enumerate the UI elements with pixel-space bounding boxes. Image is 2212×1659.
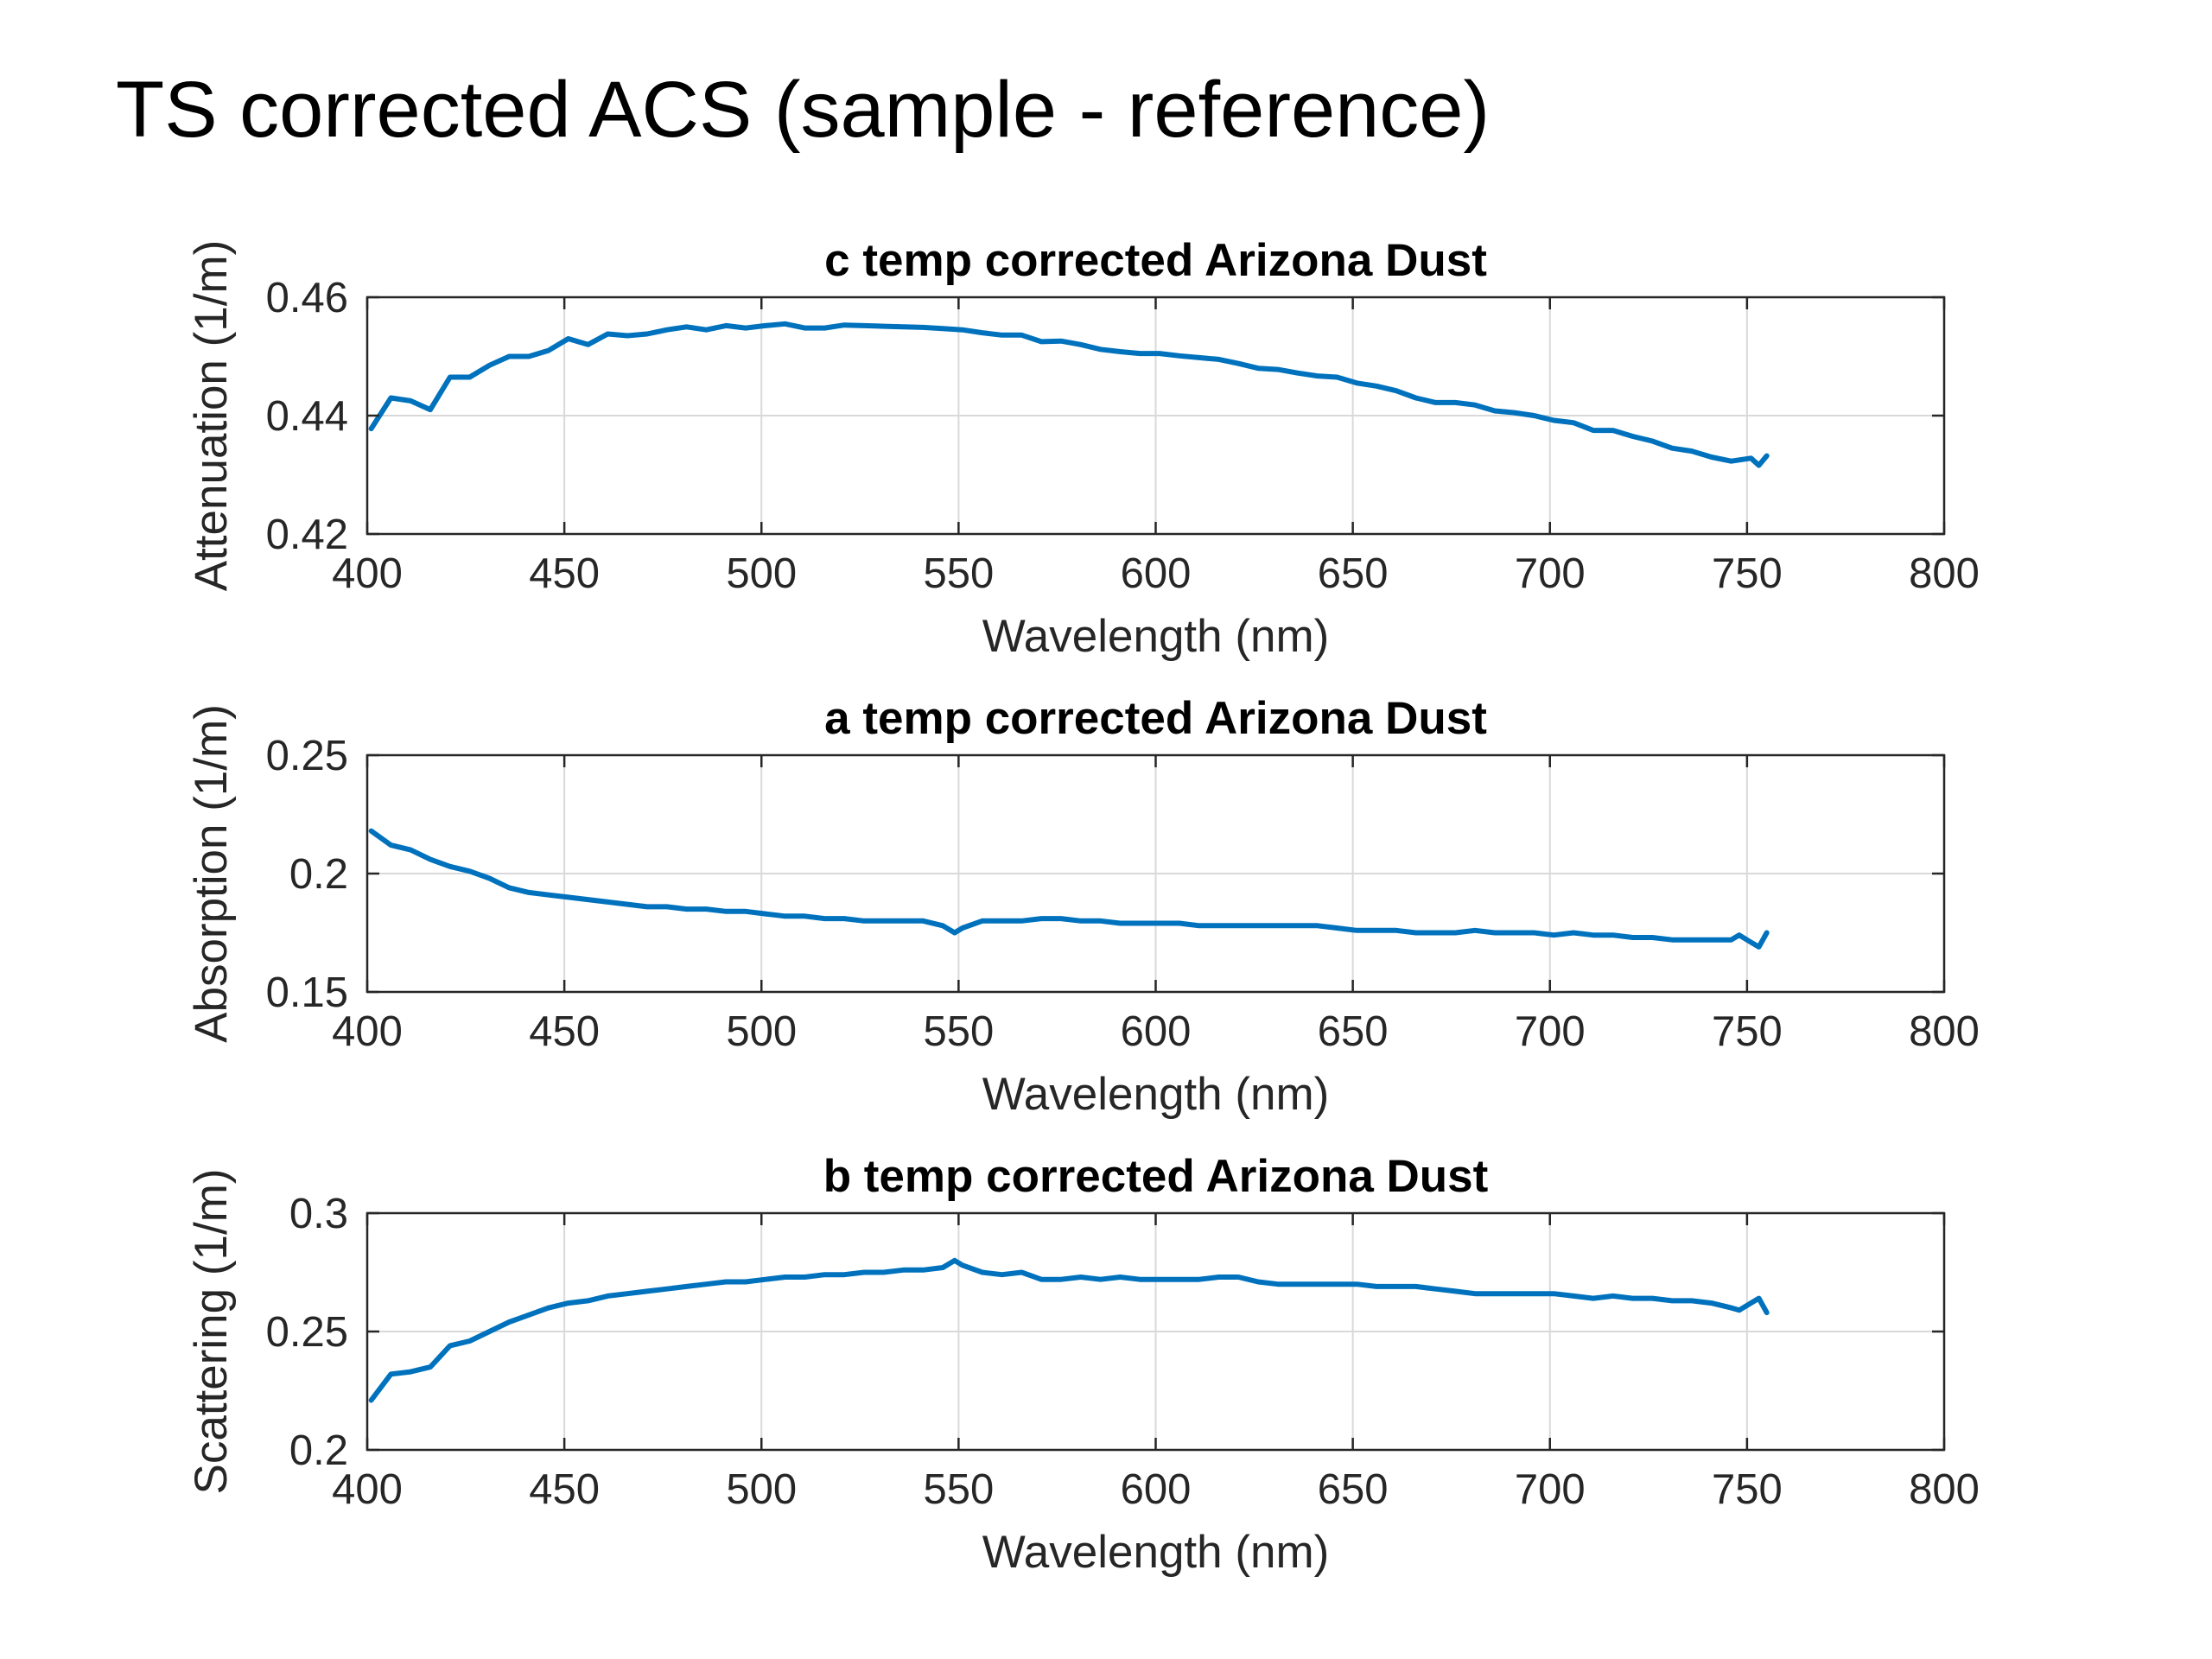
x-tick-label: 600: [1121, 1008, 1192, 1055]
y-axis-label: Absorption (1/m): [186, 704, 237, 1043]
y-tick-label: 0.46: [266, 275, 348, 321]
x-tick-label: 450: [529, 550, 600, 597]
x-axis-label: Wavelength (nm): [982, 1069, 1330, 1120]
chart-title: a temp corrected Arizona Dust: [824, 693, 1487, 744]
y-tick-label: 0.25: [266, 733, 348, 779]
chart-panel: 400 450 500 550 600 650 700 750 800 0.2 0.25 0.3 b t…: [186, 1151, 1980, 1578]
y-axis-label: Attenuation (1/m): [186, 240, 237, 592]
x-tick-label: 450: [529, 1008, 600, 1055]
y-tick-label: 0.2: [289, 851, 348, 898]
x-tick-label: 400: [332, 550, 403, 597]
x-tick-label: 650: [1318, 1008, 1389, 1055]
panels: 400 450 500 550 600 650 700 750 800 0.42 0.44 0.46 c…: [186, 235, 1980, 1578]
chart-panel: 400 450 500 550 600 650 700 750 800 0.42 0.44 0.46 c…: [186, 235, 1980, 662]
x-tick-label: 650: [1318, 1466, 1389, 1513]
chart-title: c temp corrected Arizona Dust: [824, 235, 1487, 286]
page-title: TS corrected ACS (sample - reference): [116, 66, 1490, 154]
x-tick-label: 500: [726, 1008, 797, 1055]
x-axis-label: Wavelength (nm): [982, 611, 1330, 662]
y-tick-label: 0.15: [266, 969, 348, 1016]
x-tick-label: 800: [1909, 550, 1980, 597]
x-tick-label: 750: [1712, 1008, 1783, 1055]
y-axis-label: Scattering (1/m): [186, 1168, 237, 1494]
x-tick-label: 700: [1515, 1466, 1586, 1513]
x-tick-label: 800: [1909, 1466, 1980, 1513]
x-tick-label: 650: [1318, 550, 1389, 597]
x-tick-label: 400: [332, 1466, 403, 1513]
x-tick-label: 800: [1909, 1008, 1980, 1055]
y-tick-label: 0.42: [266, 512, 348, 558]
chart-title: b temp corrected Arizona Dust: [823, 1151, 1489, 1202]
x-tick-label: 400: [332, 1008, 403, 1055]
x-tick-label: 550: [923, 1466, 994, 1513]
x-tick-label: 700: [1515, 1008, 1586, 1055]
y-tick-label: 0.3: [289, 1191, 348, 1237]
series-line: [368, 321, 1770, 468]
chart-panel: 400 450 500 550 600 650 700 750 800 0.15 0.2 0.25 a …: [186, 693, 1980, 1120]
y-tick-label: 0.44: [266, 393, 348, 440]
x-tick-label: 750: [1712, 1466, 1783, 1513]
x-axis-label: Wavelength (nm): [982, 1527, 1330, 1578]
y-tick-label: 0.2: [289, 1427, 348, 1474]
x-tick-label: 550: [923, 1008, 994, 1055]
x-tick-label: 500: [726, 1466, 797, 1513]
y-tick-label: 0.25: [266, 1309, 348, 1356]
x-tick-label: 450: [529, 1466, 600, 1513]
x-tick-label: 500: [726, 550, 797, 597]
x-tick-label: 600: [1121, 1466, 1192, 1513]
x-tick-label: 550: [923, 550, 994, 597]
x-tick-label: 700: [1515, 550, 1586, 597]
series-line: [368, 828, 1770, 950]
series-line: [368, 1257, 1770, 1403]
x-tick-label: 750: [1712, 550, 1783, 597]
x-tick-label: 600: [1121, 550, 1192, 597]
